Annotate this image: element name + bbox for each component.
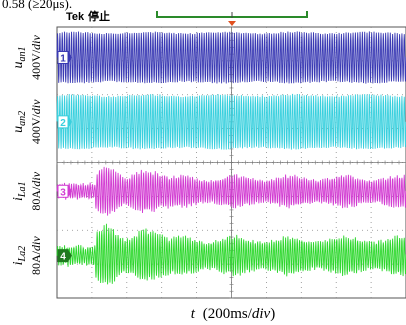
channel-name-3: iLa1: [11, 182, 28, 201]
trace-u_an1: [56, 31, 406, 84]
trace-i_La1: [56, 166, 406, 216]
x-axis-var: t: [191, 306, 196, 322]
channel-scale-3: 80A/div: [29, 171, 43, 210]
channel-marker-2: 2: [57, 115, 72, 129]
channel-marker-label: 3: [60, 187, 66, 198]
channel-name-4: iLa2: [11, 246, 28, 265]
trace-i_La2: [56, 223, 406, 285]
channel-name-2: uan2: [11, 111, 28, 133]
channel-scale-4: 80A/div: [29, 236, 43, 275]
trace-u_an2: [56, 93, 406, 150]
caption-fragment: 0.58 (≥20μs).: [2, 0, 72, 11]
x-axis-label: t (200ms/div): [191, 306, 275, 322]
channel-marker-1: 1: [57, 50, 72, 64]
x-axis-scale: (200ms/div): [203, 306, 276, 322]
channel-marker-label: 1: [60, 53, 66, 64]
channel-marker-label: 4: [60, 252, 66, 263]
channel-marker-label: 2: [60, 118, 66, 129]
channel-marker-3: 3: [57, 184, 72, 198]
channel-name-1: uan1: [11, 46, 28, 68]
channel-scale-2: 400V/div: [29, 99, 43, 144]
run-state-label: 停止: [88, 9, 110, 23]
channel-marker-4: 4: [57, 249, 72, 263]
channel-markers: 1 2 3 4: [57, 50, 72, 263]
trigger-position-marker: [228, 21, 236, 26]
waveform-traces: [56, 31, 406, 285]
channel-scale-1: 400V/div: [29, 34, 43, 79]
acquisition-bar: [156, 11, 308, 18]
brand-label: Tek: [66, 11, 85, 23]
